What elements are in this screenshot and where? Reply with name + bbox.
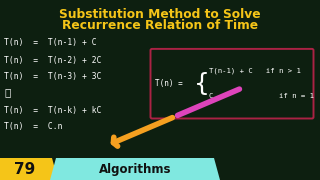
Text: 79: 79 xyxy=(14,161,36,177)
FancyBboxPatch shape xyxy=(150,49,314,118)
Text: ⋮: ⋮ xyxy=(4,87,10,97)
Text: C               if n = 1: C if n = 1 xyxy=(209,93,314,99)
Text: Algorithms: Algorithms xyxy=(99,163,171,175)
Text: T(n)  =  T(n-3) + 3C: T(n) = T(n-3) + 3C xyxy=(4,73,101,82)
Text: T(n)  =  T(n-2) + 2C: T(n) = T(n-2) + 2C xyxy=(4,55,101,64)
Text: Recurrence Relation of Time: Recurrence Relation of Time xyxy=(62,19,258,32)
Text: {: { xyxy=(194,72,210,96)
Polygon shape xyxy=(50,158,220,180)
Polygon shape xyxy=(0,158,58,180)
Text: T(n-1) + C   if n > 1: T(n-1) + C if n > 1 xyxy=(209,67,301,74)
Text: T(n) =: T(n) = xyxy=(155,79,183,88)
Text: T(n)  =  T(n-k) + kC: T(n) = T(n-k) + kC xyxy=(4,105,101,114)
Text: Substitution Method to Solve: Substitution Method to Solve xyxy=(59,8,261,21)
Text: T(n)  =  C.n: T(n) = C.n xyxy=(4,122,62,130)
Text: T(n)  =  T(n-1) + C: T(n) = T(n-1) + C xyxy=(4,37,97,46)
